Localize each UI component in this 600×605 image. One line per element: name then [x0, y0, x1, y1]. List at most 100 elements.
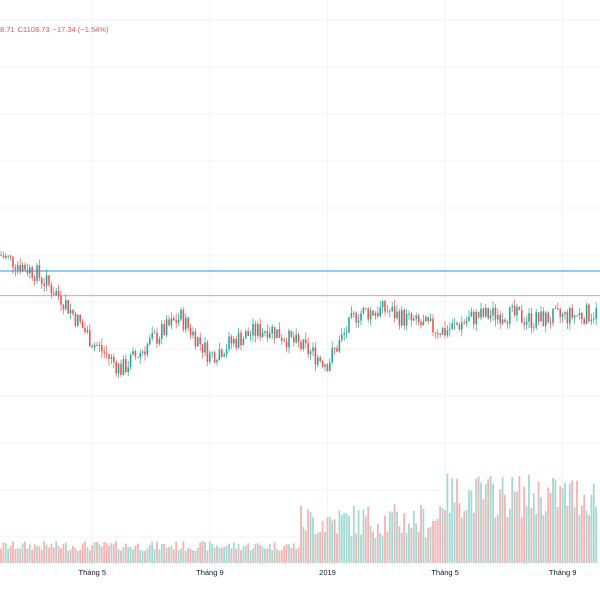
volume-bar: [24, 541, 26, 563]
volume-bar: [81, 543, 84, 563]
candle-body: [281, 337, 283, 341]
volume-bar: [156, 541, 158, 563]
candle-body: [417, 315, 420, 323]
volume-bar: [424, 537, 427, 563]
candle-body: [506, 322, 509, 324]
volume-bar: [170, 545, 173, 563]
volume-bar: [396, 511, 398, 563]
volume-bar: [324, 531, 326, 563]
candle-body: [391, 306, 393, 312]
volume-bar: [132, 549, 134, 563]
volume-bar: [309, 511, 312, 563]
candle-body: [518, 306, 521, 311]
volume-bar: [523, 486, 526, 563]
volume-bar: [393, 504, 396, 563]
candle-body: [317, 357, 319, 365]
candle-body: [204, 342, 206, 353]
candle-body: [134, 351, 137, 357]
candle-body: [420, 322, 422, 326]
volume-bar: [439, 506, 442, 563]
candle-body: [67, 300, 69, 314]
volume-bar: [175, 541, 178, 563]
volume-bar: [283, 546, 286, 563]
candle-body: [96, 344, 98, 346]
candle-body: [547, 312, 549, 323]
volume-bar: [115, 541, 118, 563]
volume-bar: [432, 520, 434, 563]
volume-bar: [187, 547, 190, 563]
candle-body: [571, 307, 573, 318]
candle-body: [573, 315, 576, 318]
candle-body: [302, 339, 305, 349]
volume-bar: [508, 508, 511, 563]
candle-body: [29, 267, 31, 274]
volume-bar: [516, 491, 518, 563]
candle-body: [72, 309, 74, 314]
candle-body: [468, 316, 470, 322]
candle-body: [357, 320, 360, 323]
volume-bar: [465, 509, 468, 563]
volume-bar: [480, 482, 482, 563]
volume-bar: [333, 519, 336, 563]
candle-body: [326, 364, 329, 372]
volume-bar: [501, 477, 504, 563]
ohlc-change: −17.34 (−1.54%): [52, 25, 109, 34]
candle-body: [149, 338, 151, 345]
candle-body: [369, 310, 372, 320]
volume-bar: [144, 550, 146, 563]
volume-bar: [398, 526, 401, 563]
volume-bar: [576, 480, 578, 563]
volume-bar: [331, 520, 334, 563]
candle-body: [252, 323, 254, 336]
candle-body: [408, 313, 410, 315]
candle-body: [24, 264, 26, 270]
candle-body: [477, 311, 480, 318]
volume-bar: [568, 483, 571, 563]
candle-body: [127, 367, 129, 373]
volume-bar: [364, 516, 367, 563]
volume-bar: [268, 543, 271, 563]
candle-body: [237, 332, 240, 348]
volume-bar: [489, 475, 492, 563]
candle-body: [432, 318, 434, 333]
volume-bar: [357, 509, 360, 563]
volume-bar: [160, 543, 163, 563]
volume-bar: [127, 547, 130, 563]
volume-bar: [468, 489, 470, 563]
volume-bar: [69, 549, 72, 563]
candle-body: [516, 306, 518, 316]
candle-body: [266, 331, 269, 338]
candle-body: [221, 349, 223, 357]
candle-body: [429, 318, 432, 322]
volume-bar: [252, 548, 254, 563]
volume-bar: [163, 543, 166, 563]
volume-bar: [484, 484, 487, 563]
volume-bar: [540, 497, 542, 563]
candle-body: [84, 327, 86, 332]
volume-bar: [429, 526, 432, 563]
volume-bar: [216, 545, 218, 563]
candle-body: [14, 267, 17, 270]
volume-bar: [564, 483, 566, 563]
candle-body: [513, 305, 516, 316]
candle-body: [441, 327, 444, 335]
volume-bar: [213, 547, 216, 563]
volume-bar: [456, 478, 458, 563]
volume-bar: [328, 516, 331, 563]
candle-body: [132, 351, 134, 355]
candle-body: [293, 336, 295, 343]
volume-bar: [182, 541, 185, 563]
volume-bar: [369, 525, 372, 563]
volume-bar: [475, 478, 478, 563]
volume-bar: [249, 550, 252, 563]
candle-body: [115, 362, 117, 374]
candle-body: [175, 320, 177, 323]
volume-bar: [105, 542, 108, 563]
candle-body: [523, 322, 525, 325]
candle-body: [144, 351, 146, 355]
candle-body: [211, 352, 213, 354]
x-tick-label: 2019: [319, 568, 336, 577]
candle-body: [91, 346, 93, 348]
